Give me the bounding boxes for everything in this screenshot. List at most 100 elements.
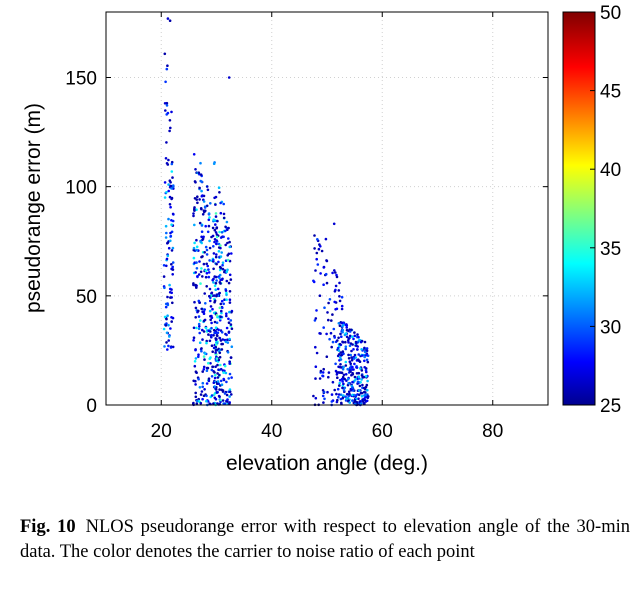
data-point bbox=[227, 330, 231, 334]
data-point bbox=[353, 379, 356, 383]
data-point bbox=[228, 273, 232, 277]
data-point bbox=[195, 399, 199, 403]
data-point bbox=[229, 323, 233, 326]
data-point bbox=[352, 357, 356, 360]
data-point bbox=[215, 239, 218, 242]
plot-frame bbox=[105, 11, 549, 406]
data-point bbox=[365, 358, 369, 362]
data-point bbox=[337, 322, 341, 325]
data-point bbox=[202, 235, 205, 239]
data-point bbox=[197, 353, 200, 357]
data-point bbox=[209, 314, 212, 318]
data-point bbox=[220, 309, 223, 313]
data-point bbox=[322, 283, 325, 287]
data-point bbox=[220, 383, 224, 387]
data-point bbox=[202, 262, 206, 266]
data-point bbox=[171, 345, 175, 349]
data-point bbox=[222, 202, 225, 206]
data-point bbox=[364, 368, 368, 372]
data-point bbox=[201, 328, 204, 332]
data-point bbox=[365, 353, 369, 357]
data-point bbox=[203, 358, 206, 361]
data-point bbox=[214, 326, 218, 330]
data-point bbox=[342, 373, 346, 377]
data-point bbox=[228, 372, 232, 376]
data-point bbox=[199, 207, 203, 210]
data-point bbox=[200, 347, 203, 350]
data-point bbox=[338, 299, 342, 303]
data-point bbox=[202, 194, 206, 198]
data-point bbox=[170, 110, 173, 114]
data-point bbox=[171, 265, 174, 269]
data-point bbox=[204, 224, 207, 228]
data-point bbox=[218, 355, 222, 359]
data-point bbox=[228, 245, 232, 249]
data-point bbox=[214, 223, 217, 226]
data-point bbox=[217, 368, 220, 372]
data-point bbox=[195, 261, 198, 264]
data-point bbox=[196, 201, 199, 205]
data-point bbox=[213, 299, 217, 303]
data-point bbox=[225, 298, 228, 302]
data-point bbox=[193, 223, 196, 227]
data-point bbox=[357, 375, 361, 379]
data-point bbox=[330, 393, 334, 396]
data-point bbox=[210, 368, 214, 372]
data-point bbox=[193, 300, 196, 304]
data-point bbox=[345, 328, 349, 332]
data-point bbox=[197, 322, 201, 326]
data-point bbox=[364, 375, 368, 378]
data-point bbox=[225, 333, 228, 337]
caption-label: Fig. 10 bbox=[20, 517, 76, 537]
data-point bbox=[226, 254, 229, 257]
data-point bbox=[341, 350, 345, 353]
data-point bbox=[212, 162, 216, 165]
data-point bbox=[344, 323, 348, 327]
data-point bbox=[197, 315, 201, 318]
data-point bbox=[213, 196, 216, 200]
data-point bbox=[327, 301, 330, 305]
data-point bbox=[324, 272, 328, 276]
data-point bbox=[196, 275, 199, 278]
data-point bbox=[317, 247, 321, 251]
data-point bbox=[363, 401, 366, 405]
data-point bbox=[224, 259, 228, 263]
data-point bbox=[215, 293, 218, 297]
data-point bbox=[171, 301, 174, 305]
data-point bbox=[167, 339, 170, 342]
data-point bbox=[210, 326, 213, 330]
data-point bbox=[205, 185, 209, 188]
data-point bbox=[227, 76, 231, 79]
data-point bbox=[195, 267, 199, 270]
data-point bbox=[363, 398, 367, 402]
data-point bbox=[194, 391, 197, 395]
data-point bbox=[199, 270, 203, 274]
y-axis-label: pseudorange error (m) bbox=[22, 103, 45, 313]
data-point bbox=[224, 243, 227, 247]
data-point bbox=[198, 260, 201, 263]
data-point bbox=[205, 394, 208, 398]
scatter-chart: 20 40 60 80 0 50 100 150 elevation angle (deg.… bbox=[22, 3, 621, 475]
data-point bbox=[333, 269, 336, 272]
data-point bbox=[216, 219, 219, 223]
data-point bbox=[201, 385, 204, 389]
data-point bbox=[342, 365, 345, 369]
data-point bbox=[199, 240, 202, 243]
data-point bbox=[337, 393, 341, 396]
data-point bbox=[227, 281, 231, 285]
data-point bbox=[363, 340, 367, 344]
data-point bbox=[348, 344, 352, 348]
data-point bbox=[340, 321, 344, 325]
data-point bbox=[224, 225, 227, 229]
data-point bbox=[338, 381, 342, 385]
data-point bbox=[201, 397, 204, 401]
data-point bbox=[170, 263, 173, 266]
data-point bbox=[325, 281, 329, 285]
data-point bbox=[228, 240, 231, 244]
data-point bbox=[212, 334, 215, 337]
data-point bbox=[226, 400, 229, 403]
data-point bbox=[345, 335, 349, 339]
data-point bbox=[222, 302, 225, 306]
data-point bbox=[335, 400, 339, 404]
data-point bbox=[193, 197, 197, 200]
